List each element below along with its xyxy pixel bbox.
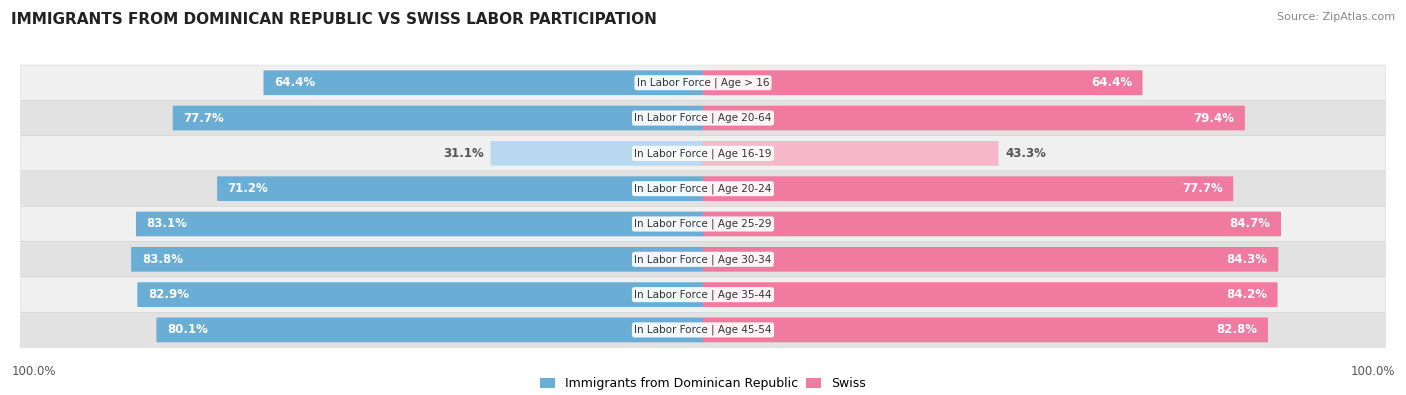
Legend: Immigrants from Dominican Republic, Swiss: Immigrants from Dominican Republic, Swis… <box>536 372 870 395</box>
FancyBboxPatch shape <box>136 212 703 236</box>
Text: 71.2%: 71.2% <box>228 182 269 195</box>
Text: Source: ZipAtlas.com: Source: ZipAtlas.com <box>1277 12 1395 22</box>
Text: 77.7%: 77.7% <box>183 111 224 124</box>
Text: 31.1%: 31.1% <box>443 147 484 160</box>
Text: In Labor Force | Age 16-19: In Labor Force | Age 16-19 <box>634 148 772 159</box>
FancyBboxPatch shape <box>703 282 1278 307</box>
Text: 84.2%: 84.2% <box>1226 288 1267 301</box>
Text: 83.8%: 83.8% <box>142 253 183 266</box>
Text: IMMIGRANTS FROM DOMINICAN REPUBLIC VS SWISS LABOR PARTICIPATION: IMMIGRANTS FROM DOMINICAN REPUBLIC VS SW… <box>11 12 657 27</box>
FancyBboxPatch shape <box>491 141 703 166</box>
FancyBboxPatch shape <box>173 106 703 130</box>
Text: 82.8%: 82.8% <box>1216 324 1257 337</box>
Text: 82.9%: 82.9% <box>148 288 188 301</box>
Text: In Labor Force | Age > 16: In Labor Force | Age > 16 <box>637 77 769 88</box>
FancyBboxPatch shape <box>156 318 703 342</box>
FancyBboxPatch shape <box>21 136 1385 171</box>
FancyBboxPatch shape <box>703 247 1278 272</box>
FancyBboxPatch shape <box>21 206 1385 242</box>
Text: In Labor Force | Age 20-64: In Labor Force | Age 20-64 <box>634 113 772 123</box>
Text: 84.7%: 84.7% <box>1229 218 1271 231</box>
FancyBboxPatch shape <box>21 312 1385 348</box>
FancyBboxPatch shape <box>21 100 1385 136</box>
Text: 43.3%: 43.3% <box>1005 147 1046 160</box>
FancyBboxPatch shape <box>703 176 1233 201</box>
Text: In Labor Force | Age 20-24: In Labor Force | Age 20-24 <box>634 183 772 194</box>
Text: In Labor Force | Age 30-34: In Labor Force | Age 30-34 <box>634 254 772 265</box>
FancyBboxPatch shape <box>703 212 1281 236</box>
FancyBboxPatch shape <box>703 70 1143 95</box>
Text: In Labor Force | Age 45-54: In Labor Force | Age 45-54 <box>634 325 772 335</box>
FancyBboxPatch shape <box>21 277 1385 312</box>
FancyBboxPatch shape <box>21 65 1385 100</box>
Text: 64.4%: 64.4% <box>1091 76 1132 89</box>
FancyBboxPatch shape <box>263 70 703 95</box>
Text: 79.4%: 79.4% <box>1194 111 1234 124</box>
FancyBboxPatch shape <box>703 106 1244 130</box>
Text: In Labor Force | Age 35-44: In Labor Force | Age 35-44 <box>634 290 772 300</box>
FancyBboxPatch shape <box>138 282 703 307</box>
FancyBboxPatch shape <box>703 318 1268 342</box>
FancyBboxPatch shape <box>131 247 703 272</box>
FancyBboxPatch shape <box>21 171 1385 206</box>
FancyBboxPatch shape <box>21 242 1385 277</box>
Text: In Labor Force | Age 25-29: In Labor Force | Age 25-29 <box>634 219 772 229</box>
FancyBboxPatch shape <box>703 141 998 166</box>
Text: 77.7%: 77.7% <box>1182 182 1223 195</box>
Text: 100.0%: 100.0% <box>11 365 56 378</box>
Text: 80.1%: 80.1% <box>167 324 208 337</box>
Text: 84.3%: 84.3% <box>1226 253 1268 266</box>
Text: 83.1%: 83.1% <box>146 218 187 231</box>
Text: 64.4%: 64.4% <box>274 76 315 89</box>
Text: 100.0%: 100.0% <box>1350 365 1395 378</box>
FancyBboxPatch shape <box>217 176 703 201</box>
